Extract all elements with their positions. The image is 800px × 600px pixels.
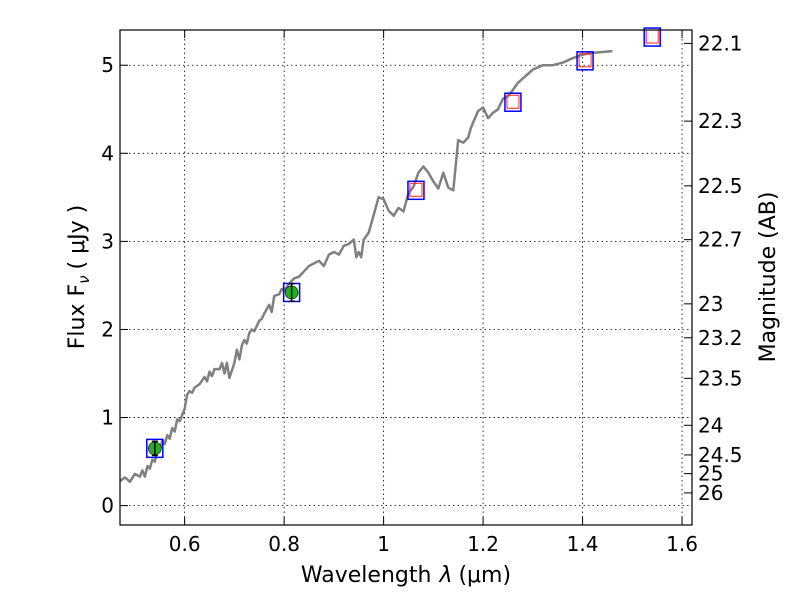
x-axis-label: Wavelength λ (μm): [301, 563, 511, 588]
right-tick-label: 23: [698, 292, 723, 316]
y-tick-label: 0: [101, 494, 114, 518]
x-tick-label: 1: [377, 532, 390, 556]
x-tick-label: 1.6: [666, 532, 698, 556]
predicted-flux-marker: [646, 30, 658, 43]
x-tick-labels: 0.6 0.8 1 1.2 1.4 1.6: [169, 532, 698, 556]
sed-chart: 0.6 0.8 1 1.2 1.4 1.6 012345 22.122.322.522.7…: [0, 0, 800, 600]
right-tick-label: 23.2: [698, 326, 743, 350]
right-tick-label: 22.1: [698, 31, 743, 55]
x-tick-label: 1.4: [567, 532, 599, 556]
photometry-point-model: [408, 181, 424, 199]
y-tick-label: 1: [101, 406, 114, 430]
photometry-point-model: [644, 28, 660, 46]
plot-frame: [120, 30, 692, 525]
right-tick-label: 23.5: [698, 366, 743, 390]
photometry-point-model: [505, 93, 521, 111]
y-tick-label: 4: [101, 141, 114, 165]
x-tick-label: 1.2: [467, 532, 499, 556]
right-tick-label: 22.5: [698, 174, 743, 198]
right-tick-label: 26: [698, 481, 723, 505]
y-tick-labels: 0 1 2 3 4 5: [101, 53, 114, 517]
y-axis-label-right: Magnitude (AB): [756, 192, 781, 363]
y-tick-label: 2: [101, 317, 114, 341]
x-tick-label: 0.8: [268, 532, 300, 556]
photometry-layer: [147, 28, 660, 457]
photometry-point-detected: [147, 439, 163, 457]
y-tick-label: 5: [101, 53, 114, 77]
right-tick-label: 22.7: [698, 228, 743, 252]
y-axis-label-left: Flux Fν( μJy ): [65, 205, 93, 349]
x-tick-label: 0.6: [169, 532, 201, 556]
predicted-flux-marker: [507, 95, 519, 108]
right-tick-label: 22.3: [698, 109, 743, 133]
right-tick-label: 24: [698, 413, 723, 437]
grid-lines: [120, 30, 692, 525]
y-tick-label: 3: [101, 229, 114, 253]
tick-marks: [120, 30, 692, 525]
